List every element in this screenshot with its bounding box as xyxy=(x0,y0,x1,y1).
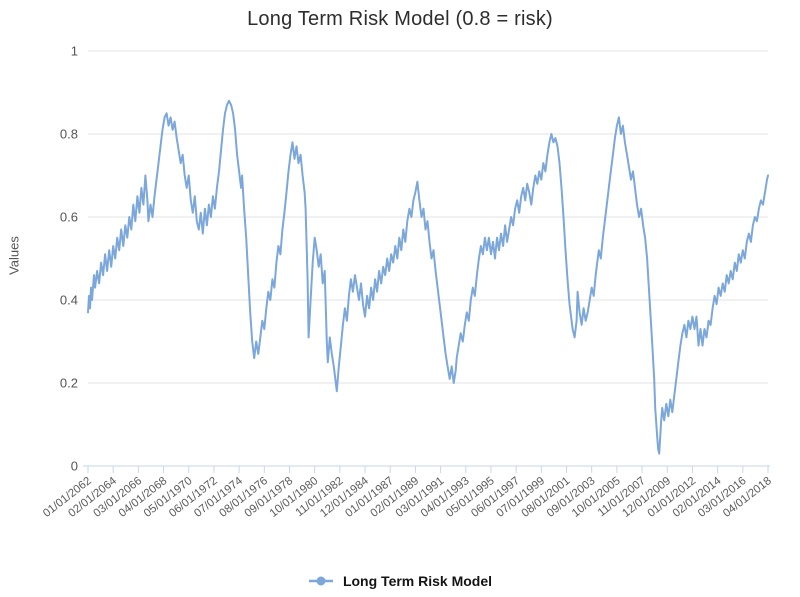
y-axis-tick-label: 0.4 xyxy=(60,293,78,308)
y-axis-tick-label: 1 xyxy=(71,44,78,59)
y-axis-tick-label: 0.6 xyxy=(60,210,78,225)
axis-group xyxy=(83,465,770,473)
x-tick-labels-group: 01/01/206202/01/206403/01/206604/01/2068… xyxy=(41,475,774,520)
series-group xyxy=(87,99,769,455)
risk-model-line-series[interactable] xyxy=(87,99,769,455)
y-axis-tick-label: 0.8 xyxy=(60,127,78,142)
y-axis-tick-label: 0 xyxy=(71,459,78,474)
gridlines-group xyxy=(88,50,768,384)
chart-title: Long Term Risk Model (0.8 = risk) xyxy=(247,8,553,30)
legend-line-marker-icon xyxy=(308,576,333,586)
y-tick-labels-group: 1 0.8 0.6 0.4 0.2 0 xyxy=(60,44,78,474)
legend-label: Long Term Risk Model xyxy=(342,573,493,589)
y-axis-tick-label: 0.2 xyxy=(60,376,78,391)
legend-item[interactable]: Long Term Risk Model xyxy=(0,573,800,589)
